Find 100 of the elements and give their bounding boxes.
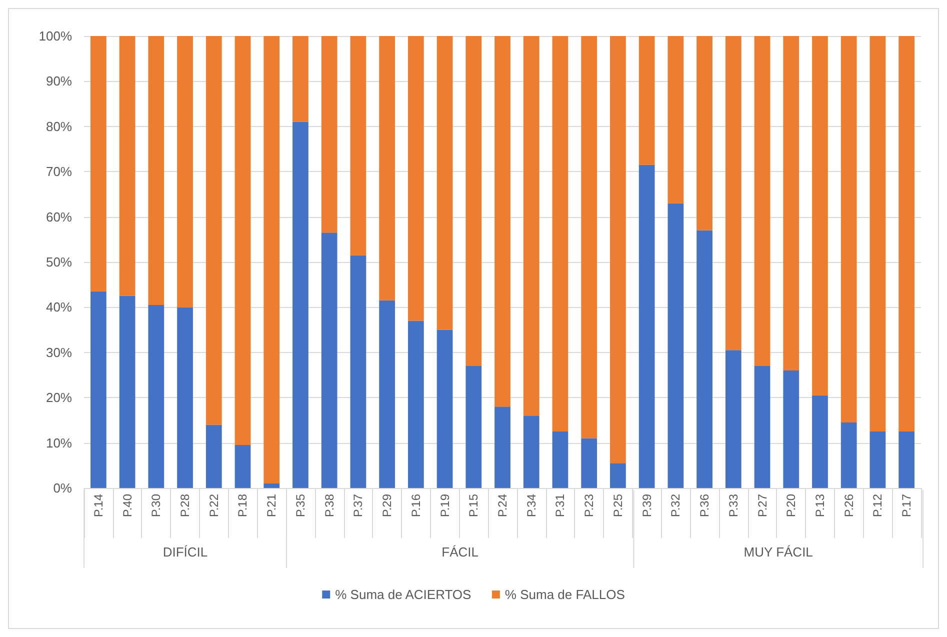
bar bbox=[321, 232, 338, 488]
y-tick-label: 60% bbox=[46, 209, 72, 224]
bar bbox=[494, 36, 510, 407]
x-tick-label: P.18 bbox=[236, 494, 250, 518]
y-tick-label: 50% bbox=[46, 254, 72, 270]
text: DIFÍCIL bbox=[162, 544, 208, 560]
bar bbox=[610, 36, 626, 464]
text: FÁCIL bbox=[442, 544, 479, 560]
x-tick-label: P.32 bbox=[668, 494, 683, 518]
bar bbox=[812, 36, 828, 396]
bar bbox=[264, 36, 280, 484]
x-tick-label: P.25 bbox=[610, 494, 625, 518]
bar bbox=[668, 203, 684, 488]
x-tick-label: P.28 bbox=[178, 494, 192, 518]
bar bbox=[264, 483, 280, 488]
bar bbox=[581, 438, 598, 488]
bar bbox=[812, 395, 828, 488]
y-tick-label: 30% bbox=[46, 344, 72, 360]
bar bbox=[234, 36, 251, 446]
bar bbox=[206, 36, 222, 425]
bar bbox=[234, 445, 251, 488]
bar bbox=[840, 36, 857, 422]
bar bbox=[696, 230, 712, 488]
bar bbox=[321, 36, 338, 233]
x-tick-label: P.16 bbox=[408, 494, 423, 518]
bar bbox=[898, 432, 915, 488]
bar bbox=[350, 36, 366, 256]
x-tick-label: P.12 bbox=[870, 494, 885, 518]
x-tick-label: P.29 bbox=[380, 494, 394, 518]
y-tick-label: 100% bbox=[38, 28, 72, 44]
bar bbox=[90, 36, 106, 292]
legend-label: % Suma de ACIERTOS bbox=[335, 587, 472, 602]
y-tick-label: 10% bbox=[46, 435, 72, 450]
bar bbox=[783, 36, 800, 370]
bar bbox=[90, 291, 106, 488]
bar bbox=[148, 36, 164, 305]
bar bbox=[466, 366, 482, 488]
bar bbox=[466, 36, 482, 366]
bar bbox=[408, 36, 424, 321]
x-tick-label: P.21 bbox=[264, 494, 279, 518]
bar bbox=[523, 36, 540, 416]
bar bbox=[696, 36, 712, 230]
x-tick-label: P.17 bbox=[900, 494, 914, 518]
bar bbox=[610, 463, 626, 488]
x-tick-label: P.27 bbox=[755, 494, 770, 518]
bar bbox=[552, 432, 568, 488]
y-tick-label: 40% bbox=[46, 300, 72, 315]
y-tick-label: 0% bbox=[53, 480, 72, 496]
bar bbox=[436, 330, 453, 488]
x-tick-label: P.39 bbox=[640, 494, 654, 518]
x-tick-label: P.40 bbox=[120, 494, 134, 518]
bar bbox=[206, 424, 222, 488]
bar bbox=[436, 36, 453, 330]
bar bbox=[870, 432, 886, 488]
bar bbox=[638, 36, 655, 165]
bar bbox=[379, 36, 395, 300]
bar bbox=[523, 416, 540, 488]
bar bbox=[668, 36, 684, 204]
x-tick-label: P.13 bbox=[812, 494, 827, 518]
bar bbox=[898, 36, 915, 432]
x-tick-label: P.19 bbox=[438, 494, 452, 518]
bar bbox=[148, 304, 164, 488]
bar bbox=[754, 36, 770, 366]
bar bbox=[840, 422, 857, 488]
bar bbox=[177, 307, 193, 488]
bar bbox=[350, 255, 366, 488]
x-tick-label: P.14 bbox=[91, 494, 106, 518]
bar bbox=[119, 296, 136, 488]
bar bbox=[177, 36, 193, 308]
bar bbox=[292, 36, 308, 122]
x-tick-label: P.22 bbox=[206, 494, 221, 518]
x-tick-label: P.37 bbox=[351, 494, 366, 518]
bar bbox=[725, 350, 742, 488]
x-tick-label: P.26 bbox=[842, 494, 856, 518]
text: MUY FÁCIL bbox=[744, 544, 813, 560]
x-tick-label: P.36 bbox=[698, 494, 712, 518]
bar bbox=[292, 122, 308, 488]
bar bbox=[581, 36, 598, 438]
bar bbox=[379, 300, 395, 488]
bar bbox=[408, 320, 424, 488]
bar bbox=[725, 36, 742, 350]
bar bbox=[783, 370, 800, 488]
x-tick-label: P.38 bbox=[322, 494, 336, 518]
bar bbox=[754, 366, 770, 488]
bar bbox=[552, 36, 568, 432]
bar bbox=[119, 36, 136, 296]
y-tick-label: 70% bbox=[46, 164, 72, 180]
x-tick-label: P.31 bbox=[553, 494, 568, 518]
bar bbox=[870, 36, 886, 432]
x-tick-label: P.24 bbox=[496, 494, 510, 518]
y-tick-label: 90% bbox=[46, 74, 72, 89]
x-tick-label: P.35 bbox=[293, 494, 308, 518]
x-tick-label: P.34 bbox=[524, 494, 538, 518]
x-tick-label: P.33 bbox=[726, 494, 740, 518]
bar bbox=[638, 164, 655, 488]
x-tick-label: P.23 bbox=[582, 494, 596, 518]
x-tick-label: P.30 bbox=[149, 494, 164, 518]
x-tick-label: P.15 bbox=[466, 494, 481, 518]
y-tick-label: 80% bbox=[46, 118, 72, 134]
legend-label: % Suma de FALLOS bbox=[504, 587, 626, 602]
